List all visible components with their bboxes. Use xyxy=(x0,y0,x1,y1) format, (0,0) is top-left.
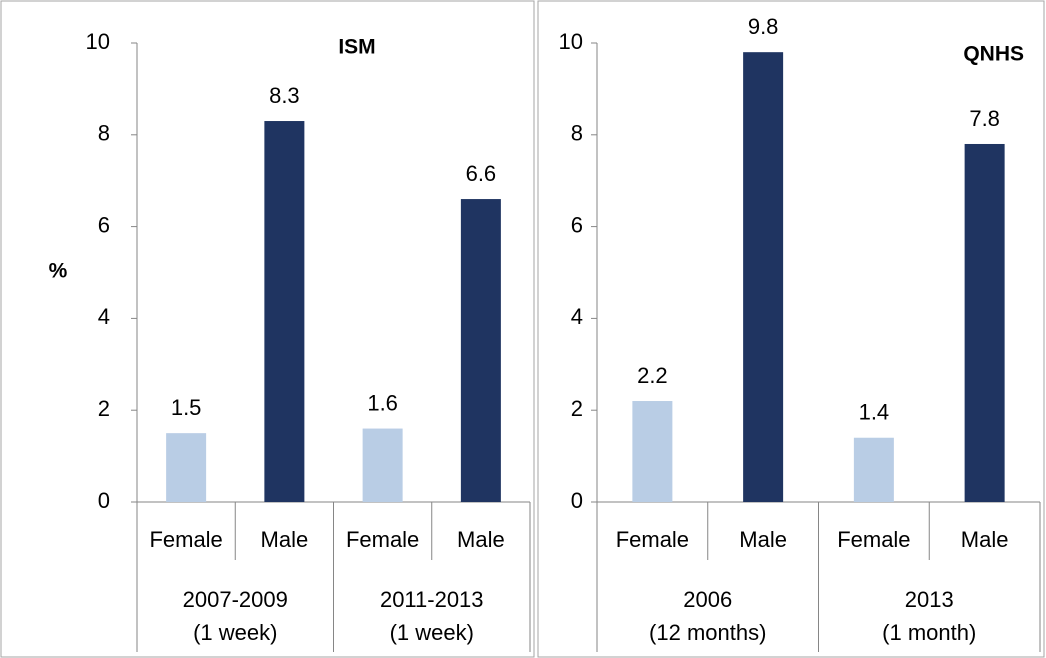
bar xyxy=(632,401,673,502)
bar xyxy=(743,52,784,503)
panel-border xyxy=(537,0,1045,658)
y-tick-label: 6 xyxy=(98,212,110,237)
y-tick-label: 10 xyxy=(86,29,110,54)
bar xyxy=(166,433,207,502)
chart-title: QNHS xyxy=(963,43,1024,66)
y-tick-label: 8 xyxy=(98,121,110,146)
bar xyxy=(264,121,305,502)
y-tick-label: 4 xyxy=(571,304,583,329)
bar xyxy=(460,199,501,502)
x-tick-label: Male xyxy=(457,527,505,552)
x-tick-label: Female xyxy=(837,527,910,552)
data-label: 8.3 xyxy=(269,83,300,108)
group-label: (12 months) xyxy=(649,620,766,645)
x-tick-label: Male xyxy=(961,527,1009,552)
panel-border xyxy=(0,0,535,658)
x-tick-label: Male xyxy=(261,527,309,552)
y-tick-label: 2 xyxy=(98,396,110,421)
data-label: 2.2 xyxy=(637,363,668,388)
y-tick-label: 10 xyxy=(559,29,583,54)
y-tick-label: 0 xyxy=(98,488,110,513)
data-label: 1.4 xyxy=(859,400,890,425)
y-tick-label: 2 xyxy=(571,396,583,421)
x-tick-label: Male xyxy=(739,527,787,552)
group-label: 2011-2013 xyxy=(380,587,484,612)
chart-title: ISM xyxy=(338,36,375,59)
group-label: 2007-2009 xyxy=(183,587,288,612)
bar xyxy=(362,428,403,502)
y-tick-label: 0 xyxy=(571,488,583,513)
x-tick-label: Female xyxy=(616,527,689,552)
group-label: (1 week) xyxy=(193,620,277,645)
group-label: 2013 xyxy=(905,587,954,612)
bar xyxy=(853,437,894,502)
group-label: 2006 xyxy=(683,587,732,612)
data-label: 9.8 xyxy=(748,14,779,39)
y-tick-label: 6 xyxy=(571,212,583,237)
y-tick-label: 8 xyxy=(571,121,583,146)
data-label: 1.5 xyxy=(171,395,202,420)
group-label: (1 week) xyxy=(390,620,474,645)
group-label: (1 month) xyxy=(882,620,976,645)
x-tick-label: Female xyxy=(149,527,222,552)
data-label: 6.6 xyxy=(466,161,497,186)
data-label: 1.6 xyxy=(367,390,398,415)
data-label: 7.8 xyxy=(969,106,1000,131)
bar xyxy=(964,143,1005,503)
y-tick-label: 4 xyxy=(98,304,110,329)
x-tick-label: Female xyxy=(346,527,419,552)
y-axis-label: % xyxy=(49,260,68,283)
